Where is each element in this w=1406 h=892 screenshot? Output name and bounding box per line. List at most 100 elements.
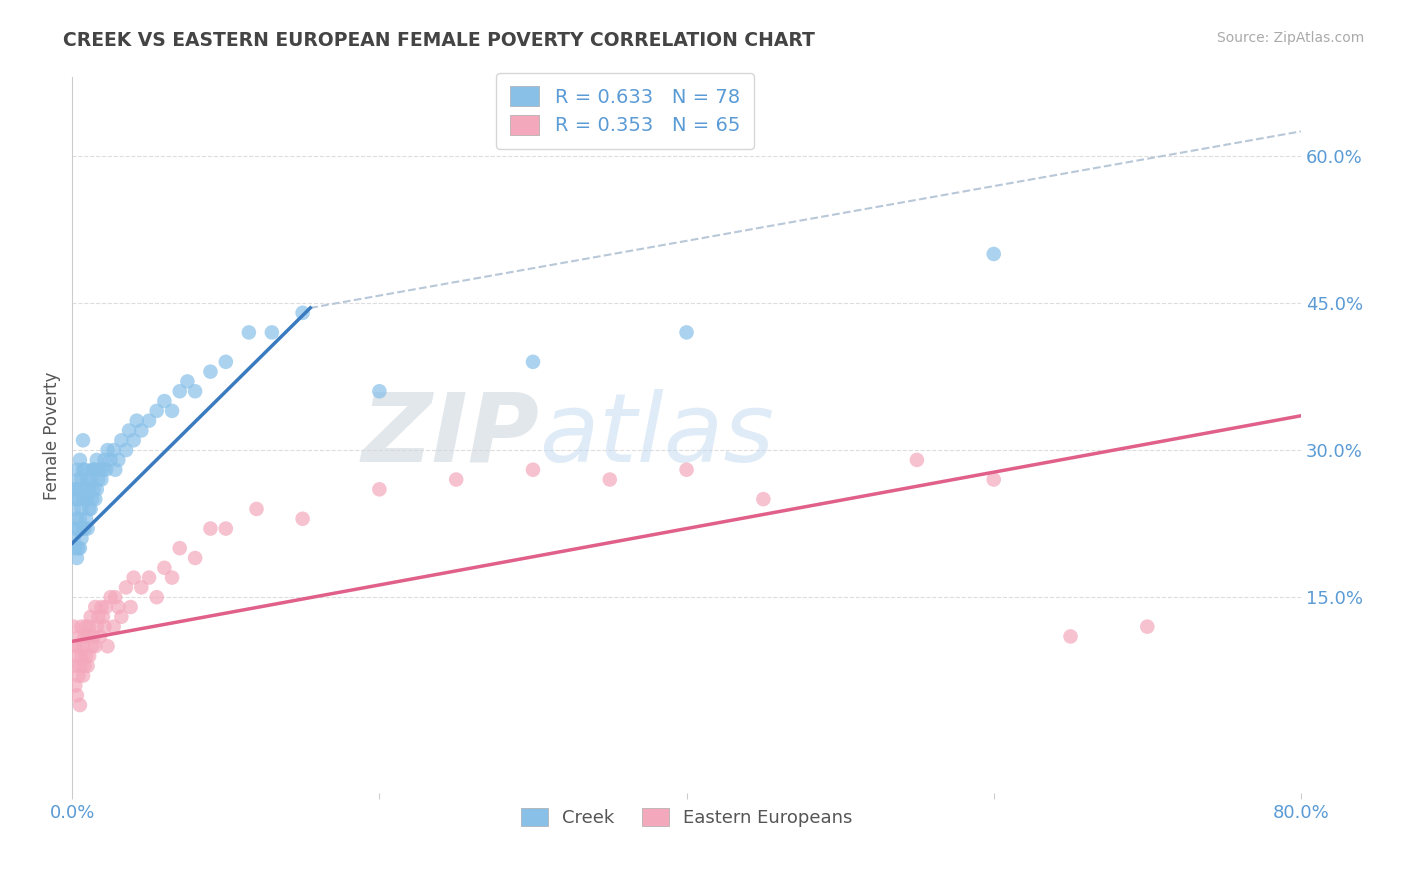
- Point: [169, 541, 191, 556]
- Point: [110, 610, 132, 624]
- Point: [67, 473, 90, 487]
- Point: [145, 404, 167, 418]
- Point: [983, 247, 1005, 261]
- Point: [138, 414, 160, 428]
- Point: [75, 648, 97, 663]
- Point: [89, 463, 111, 477]
- Point: [104, 463, 127, 477]
- Point: [91, 463, 114, 477]
- Point: [200, 365, 222, 379]
- Point: [100, 591, 122, 605]
- Point: [107, 600, 129, 615]
- Point: [73, 492, 96, 507]
- Point: [72, 434, 94, 448]
- Point: [115, 581, 138, 595]
- Point: [184, 384, 207, 399]
- Point: [79, 502, 101, 516]
- Text: atlas: atlas: [538, 389, 775, 482]
- Text: CREEK VS EASTERN EUROPEAN FEMALE POVERTY CORRELATION CHART: CREEK VS EASTERN EUROPEAN FEMALE POVERTY…: [63, 31, 815, 50]
- Point: [215, 355, 238, 369]
- Y-axis label: Female Poverty: Female Poverty: [44, 371, 60, 500]
- Point: [72, 463, 94, 477]
- Point: [77, 648, 100, 663]
- Point: [86, 453, 108, 467]
- Point: [70, 532, 93, 546]
- Point: [131, 581, 153, 595]
- Point: [368, 483, 391, 497]
- Point: [62, 658, 84, 673]
- Point: [291, 306, 314, 320]
- Text: ZIP: ZIP: [361, 389, 538, 482]
- Point: [69, 483, 91, 497]
- Point: [160, 571, 183, 585]
- Point: [83, 463, 105, 477]
- Point: [82, 639, 104, 653]
- Point: [70, 620, 93, 634]
- Point: [110, 434, 132, 448]
- Point: [138, 571, 160, 585]
- Point: [72, 522, 94, 536]
- Point: [67, 522, 90, 536]
- Point: [76, 629, 98, 643]
- Point: [70, 648, 93, 663]
- Point: [96, 443, 118, 458]
- Point: [77, 502, 100, 516]
- Point: [62, 502, 84, 516]
- Point: [76, 492, 98, 507]
- Point: [752, 492, 775, 507]
- Point: [65, 541, 87, 556]
- Point: [983, 473, 1005, 487]
- Point: [76, 522, 98, 536]
- Point: [94, 600, 117, 615]
- Point: [62, 532, 84, 546]
- Point: [118, 424, 141, 438]
- Point: [76, 658, 98, 673]
- Point: [69, 658, 91, 673]
- Point: [66, 463, 89, 477]
- Point: [73, 463, 96, 477]
- Point: [70, 473, 93, 487]
- Point: [91, 610, 114, 624]
- Point: [103, 443, 125, 458]
- Point: [84, 463, 107, 477]
- Point: [215, 522, 238, 536]
- Point: [65, 639, 87, 653]
- Point: [115, 443, 138, 458]
- Point: [72, 639, 94, 653]
- Point: [75, 483, 97, 497]
- Point: [100, 453, 122, 467]
- Point: [120, 600, 142, 615]
- Point: [77, 620, 100, 634]
- Point: [83, 629, 105, 643]
- Point: [200, 522, 222, 536]
- Point: [66, 483, 89, 497]
- Point: [69, 541, 91, 556]
- Point: [104, 591, 127, 605]
- Legend: Creek, Eastern Europeans: Creek, Eastern Europeans: [513, 801, 859, 834]
- Point: [131, 424, 153, 438]
- Point: [84, 600, 107, 615]
- Point: [93, 620, 115, 634]
- Point: [72, 668, 94, 682]
- Point: [72, 492, 94, 507]
- Point: [522, 463, 544, 477]
- Point: [675, 326, 697, 340]
- Point: [66, 551, 89, 566]
- Point: [62, 620, 84, 634]
- Point: [87, 473, 110, 487]
- Point: [67, 492, 90, 507]
- Point: [84, 639, 107, 653]
- Point: [65, 678, 87, 692]
- Point: [73, 629, 96, 643]
- Point: [368, 384, 391, 399]
- Point: [66, 648, 89, 663]
- Point: [87, 610, 110, 624]
- Point: [62, 483, 84, 497]
- Point: [69, 698, 91, 712]
- Point: [1136, 620, 1159, 634]
- Point: [79, 610, 101, 624]
- Point: [75, 620, 97, 634]
- Point: [77, 483, 100, 497]
- Point: [176, 375, 198, 389]
- Point: [160, 404, 183, 418]
